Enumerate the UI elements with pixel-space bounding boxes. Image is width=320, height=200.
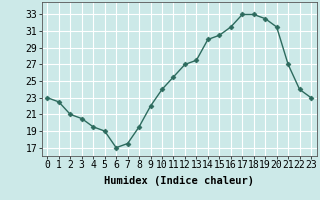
X-axis label: Humidex (Indice chaleur): Humidex (Indice chaleur) <box>104 176 254 186</box>
